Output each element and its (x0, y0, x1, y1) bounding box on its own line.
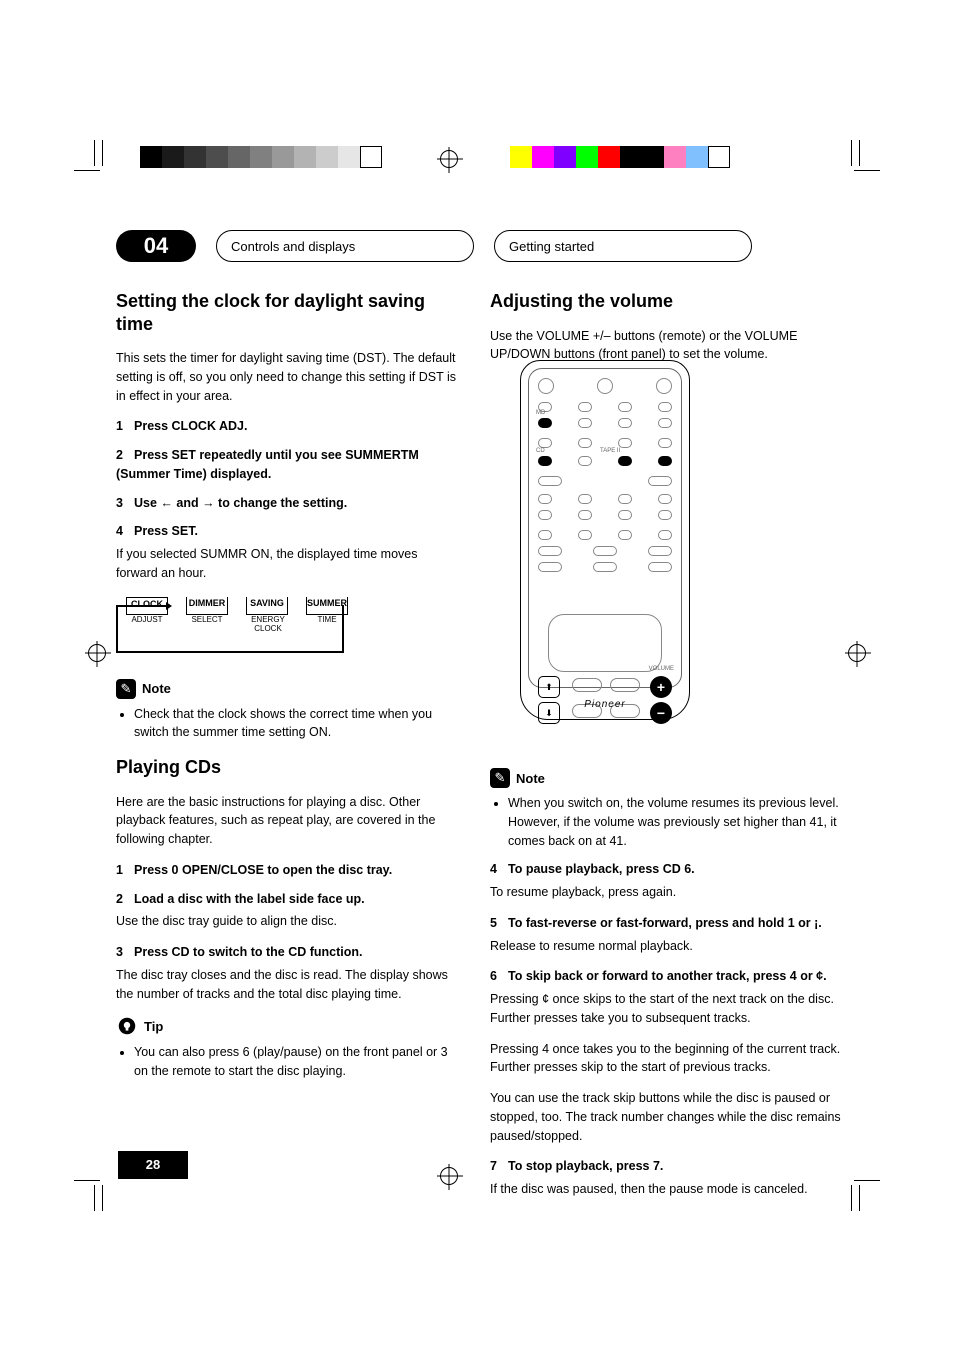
clock-menu-flowchart: CLOCK ADJUST DIMMER SELECT SAVING ENERGY… (116, 595, 356, 665)
tape-button-highlight (618, 456, 632, 466)
vol-step-6: To skip back or forward to another track… (508, 969, 827, 983)
section-pill-1: Controls and displays (216, 230, 474, 262)
step-4-note: If you selected SUMMR ON, the displayed … (116, 545, 456, 583)
registration-mark-icon (440, 1167, 458, 1185)
volume-intro: Use the VOLUME +/– buttons (remote) or t… (490, 327, 850, 365)
brand-label: Pioneer (520, 699, 690, 710)
gear-bulb-icon (116, 1015, 138, 1037)
right-column: Adjusting the volume Use the VOLUME +/– … (490, 290, 850, 1211)
print-registration-top (80, 146, 874, 180)
step-3: Use ← and → to change the setting. (134, 496, 347, 510)
left-column: Setting the clock for daylight saving ti… (116, 290, 456, 1091)
tip-callout: Tip (116, 1015, 456, 1037)
chapter-badge: 04 (116, 230, 196, 262)
note-callout: ✎ Note (116, 679, 456, 699)
registration-mark-icon (848, 644, 866, 662)
md-button-highlight (538, 418, 552, 428)
remote-control-diagram: ⬆ ⬇ + − Pioneer MD CD TAPE II VOLUME (520, 360, 690, 720)
pencil-icon: ✎ (490, 768, 510, 788)
heading-dst: Setting the clock for daylight saving ti… (116, 290, 456, 335)
page-header: 04 Controls and displays Getting started (116, 230, 756, 264)
heading-playing-cds: Playing CDs (116, 756, 456, 779)
channel-up-button: ⬆ (538, 676, 560, 698)
step-4: Press SET. (134, 524, 198, 538)
pencil-icon: ✎ (116, 679, 136, 699)
registration-mark-icon (440, 150, 458, 168)
vol-step-5: To fast-reverse or fast-forward, press a… (508, 916, 822, 930)
note-item: Check that the clock shows the correct t… (134, 705, 456, 743)
vol-step-4: To pause playback, press CD 6. (508, 862, 695, 876)
cd-intro: Here are the basic instructions for play… (116, 793, 456, 849)
note-callout: ✎ Note (490, 768, 850, 788)
dpad (548, 614, 662, 672)
cd-step-2: Load a disc with the label side face up. (134, 892, 365, 906)
cd-button-highlight (538, 456, 552, 466)
cd-step-1: Press 0 OPEN/CLOSE to open the disc tray… (134, 863, 392, 877)
note-item: When you switch on, the volume resumes i… (508, 794, 850, 850)
color-calibration-bar (510, 146, 730, 168)
chapter-number: 04 (116, 230, 196, 262)
step-2: Press SET repeatedly until you see SUMME… (116, 448, 419, 481)
step-1: Press CLOCK ADJ. (134, 419, 247, 433)
section-pill-2: Getting started (494, 230, 752, 262)
heading-volume: Adjusting the volume (490, 290, 850, 313)
tip-item: You can also press 6 (play/pause) on the… (134, 1043, 456, 1081)
registration-mark-icon (88, 644, 106, 662)
cd-step-3: Press CD to switch to the CD function. (134, 945, 363, 959)
volume-up-highlight: + (650, 676, 672, 698)
grayscale-calibration-bar (140, 146, 382, 168)
aux-button-highlight (658, 456, 672, 466)
dst-intro: This sets the timer for daylight saving … (116, 349, 456, 405)
print-registration-bottom (80, 1171, 874, 1205)
